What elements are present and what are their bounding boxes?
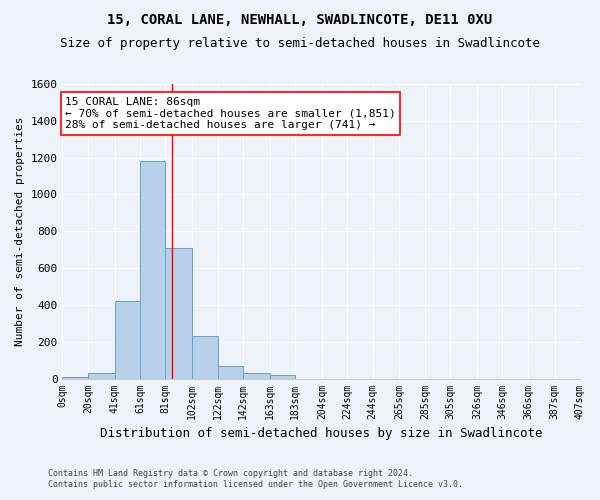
- Text: 15, CORAL LANE, NEWHALL, SWADLINCOTE, DE11 0XU: 15, CORAL LANE, NEWHALL, SWADLINCOTE, DE…: [107, 12, 493, 26]
- Text: Contains HM Land Registry data © Crown copyright and database right 2024.: Contains HM Land Registry data © Crown c…: [48, 468, 413, 477]
- Bar: [140, 162, 166, 378]
- Text: Size of property relative to semi-detached houses in Swadlincote: Size of property relative to semi-detach…: [60, 38, 540, 51]
- Bar: [192, 336, 218, 378]
- Bar: [243, 373, 270, 378]
- X-axis label: Distribution of semi-detached houses by size in Swadlincote: Distribution of semi-detached houses by …: [100, 427, 542, 440]
- Bar: [166, 248, 192, 378]
- Bar: [270, 375, 295, 378]
- Y-axis label: Number of semi-detached properties: Number of semi-detached properties: [15, 116, 25, 346]
- Text: Contains public sector information licensed under the Open Government Licence v3: Contains public sector information licen…: [48, 480, 463, 489]
- Bar: [62, 376, 88, 378]
- Text: 15 CORAL LANE: 86sqm
← 70% of semi-detached houses are smaller (1,851)
28% of se: 15 CORAL LANE: 86sqm ← 70% of semi-detac…: [65, 97, 396, 130]
- Bar: [115, 301, 140, 378]
- Bar: [218, 366, 243, 378]
- Bar: [88, 373, 115, 378]
